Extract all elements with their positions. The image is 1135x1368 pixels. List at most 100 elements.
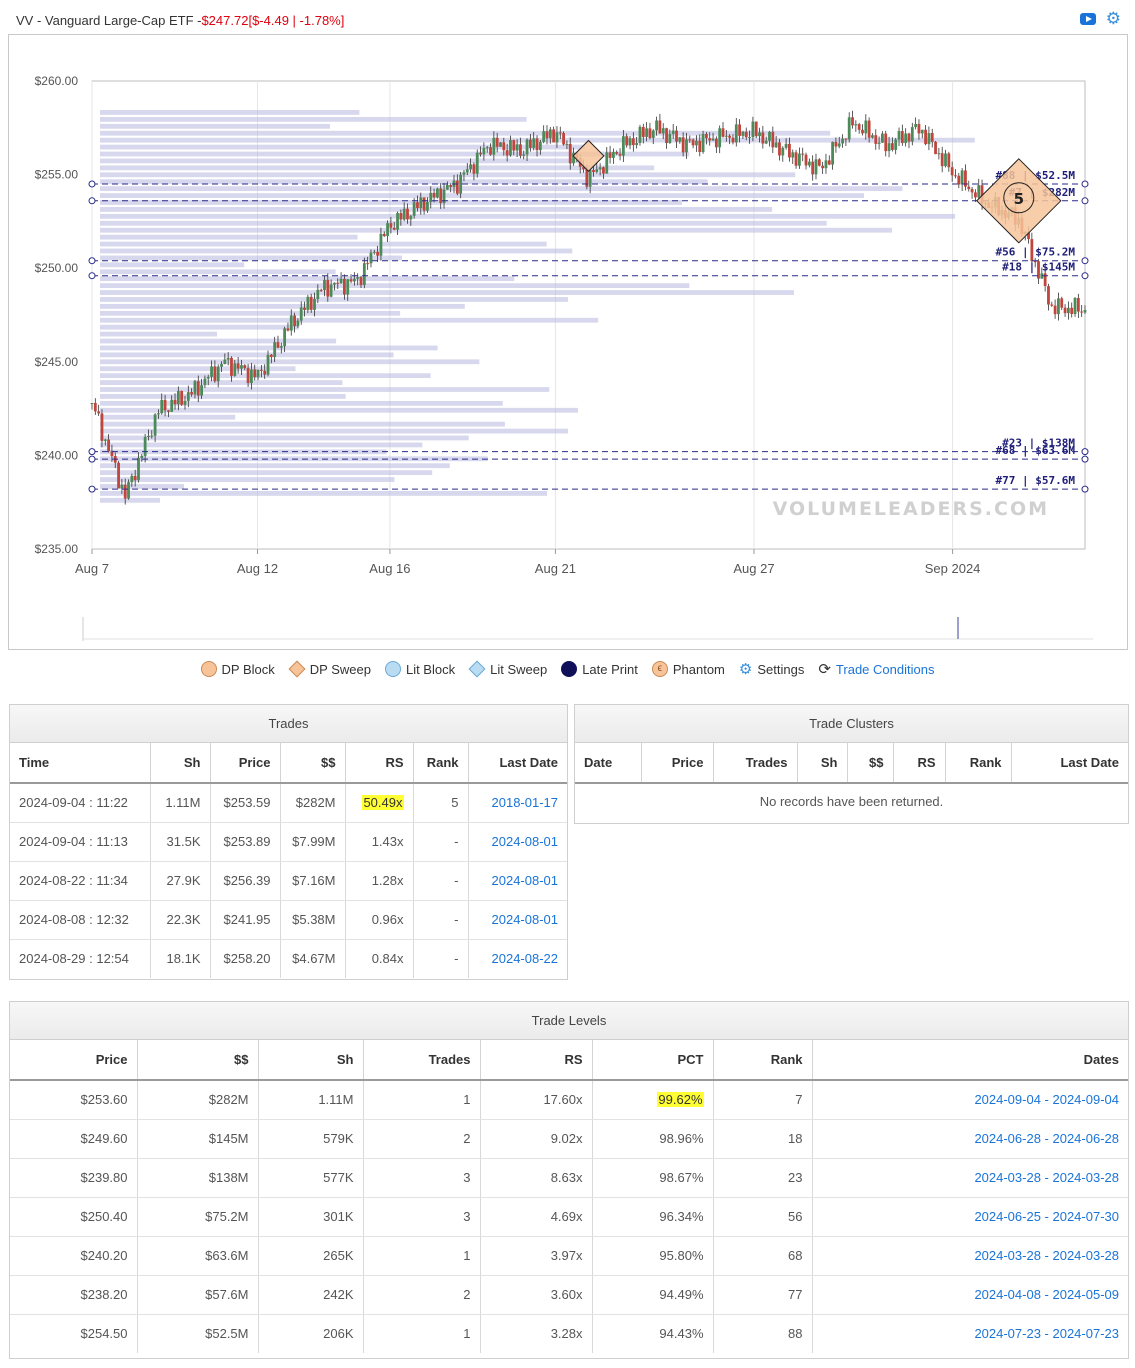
table-row[interactable]: 2024-08-08 : 12:32 22.3K $241.95 $5.38M 0.96… — [10, 900, 567, 940]
legend-phantom[interactable]: ϵ Phantom — [651, 661, 725, 677]
col-price[interactable]: Price — [10, 1040, 138, 1081]
col-rank[interactable]: Rank — [413, 743, 469, 784]
level-handle-left — [88, 448, 96, 456]
candle-body — [409, 215, 413, 220]
col-sh[interactable]: Sh — [150, 743, 211, 784]
cell-last-date-value[interactable]: 2024-08-01 — [491, 873, 559, 888]
table-row[interactable]: 2024-09-04 : 11:22 1.11M $253.59 $282M 50.49… — [10, 783, 567, 823]
col-last-date[interactable]: Last Date — [1011, 743, 1128, 784]
col-trades[interactable]: Trades — [363, 1040, 481, 1081]
legend-late-print-label: Late Print — [582, 661, 638, 677]
chart-canvas[interactable]: Aug 7 Aug 12 Aug 16 Aug 21 Aug 27 Sep 2024 $26… — [9, 35, 1127, 649]
candle-body — [1066, 307, 1070, 314]
table-row[interactable]: $253.60 $282M 1.11M 1 17.60x 99.62% 7 2024-09-0… — [10, 1080, 1128, 1120]
table-row[interactable]: $239.80 $138M 577K 3 8.63x 98.67% 23 2024-03-28… — [10, 1158, 1128, 1198]
legend-lit-block[interactable]: Lit Block — [384, 661, 455, 677]
candle-body — [525, 139, 529, 155]
col-dollars[interactable]: $$ — [137, 1040, 259, 1081]
table-row[interactable]: $250.40 $75.2M 301K 3 4.69x 96.34% 56 2024-06-2… — [10, 1197, 1128, 1237]
cell-last-date-value[interactable]: 2024-08-01 — [491, 834, 559, 849]
candle-body — [143, 437, 147, 456]
col-rs[interactable]: RS — [893, 743, 946, 784]
col-price[interactable]: Price — [210, 743, 281, 784]
candle-body — [1040, 273, 1044, 279]
table-row[interactable]: $249.60 $145M 579K 2 9.02x 98.96% 18 2024-06-28… — [10, 1119, 1128, 1159]
trades-title: Trades — [10, 705, 567, 743]
legend-trade-conditions-label[interactable]: Trade Conditions — [835, 661, 935, 677]
candle-body — [937, 153, 941, 155]
candle-body — [100, 413, 104, 441]
level-label: #56 | $75.2M — [996, 246, 1076, 259]
table-row[interactable]: 2024-09-04 : 11:13 31.5K $253.89 $7.99M 1.43… — [10, 822, 567, 862]
col-sh[interactable]: Sh — [258, 1040, 364, 1081]
cell-dates[interactable]: 2024-06-28 - 2024-06-28 — [812, 1119, 1128, 1159]
gear-icon[interactable]: ⚙ — [1105, 9, 1121, 28]
cell-dates[interactable]: 2024-03-28 - 2024-03-28 — [812, 1158, 1128, 1198]
col-pct[interactable]: PCT — [592, 1040, 714, 1081]
candle-body — [548, 129, 552, 139]
cell-dates-value[interactable]: 2024-03-28 - 2024-03-28 — [974, 1248, 1119, 1263]
cell-dates-value[interactable]: 2024-03-28 - 2024-03-28 — [974, 1170, 1119, 1185]
candle-body — [751, 121, 755, 138]
legend-dp-block[interactable]: DP Block — [200, 661, 275, 677]
cell-last-date-value[interactable]: 2018-01-17 — [491, 795, 559, 811]
cell-dates[interactable]: 2024-09-04 - 2024-09-04 — [812, 1080, 1128, 1120]
col-rank[interactable]: Rank — [945, 743, 1012, 784]
cell-sh: 27.9K — [150, 861, 211, 901]
cell-dates[interactable]: 2024-03-28 - 2024-03-28 — [812, 1236, 1128, 1276]
cell-time: 2024-08-29 : 12:54 — [10, 939, 151, 978]
legend-late-print[interactable]: Late Print — [561, 661, 638, 677]
col-trades[interactable]: Trades — [713, 743, 798, 784]
candle-body — [602, 167, 605, 174]
price-chart[interactable]: Aug 7 Aug 12 Aug 16 Aug 21 Aug 27 Sep 2024 $26… — [8, 34, 1128, 650]
levels-title: Trade Levels — [10, 1002, 1128, 1040]
col-sh[interactable]: Sh — [797, 743, 848, 784]
cell-rs-value: 50.49x — [362, 795, 404, 811]
cell-dates-value[interactable]: 2024-06-28 - 2024-06-28 — [974, 1131, 1119, 1146]
level-handle-left — [88, 455, 96, 463]
cell-last-date[interactable]: 2024-08-01 — [468, 900, 567, 940]
cell-dates-value[interactable]: 2024-06-25 - 2024-07-30 — [974, 1209, 1119, 1224]
cell-last-date[interactable]: 2024-08-01 — [468, 822, 567, 862]
table-row[interactable]: $254.50 $52.5M 206K 1 3.28x 94.43% 88 2024-07-2… — [10, 1314, 1128, 1353]
col-time[interactable]: Time — [10, 743, 151, 784]
col-dollars[interactable]: $$ — [280, 743, 346, 784]
candle-body — [598, 167, 602, 170]
legend-settings[interactable]: ⚙ Settings — [739, 660, 804, 678]
cell-last-date[interactable]: 2024-08-01 — [468, 861, 567, 901]
col-rs[interactable]: RS — [480, 1040, 593, 1081]
col-dollars[interactable]: $$ — [847, 743, 894, 784]
video-icon[interactable] — [1079, 13, 1096, 25]
candle-body — [515, 144, 519, 151]
legend-dp-block-label: DP Block — [221, 661, 275, 677]
legend-trade-conditions[interactable]: ⟳ Trade Conditions — [818, 660, 934, 678]
cell-dates-value[interactable]: 2024-04-08 - 2024-05-09 — [974, 1287, 1119, 1302]
col-rank[interactable]: Rank — [713, 1040, 813, 1081]
col-last-date[interactable]: Last Date — [468, 743, 567, 784]
legend-lit-sweep[interactable]: Lit Sweep — [468, 660, 547, 678]
cell-last-date[interactable]: 2024-08-22 — [468, 939, 567, 978]
legend-dp-sweep[interactable]: DP Sweep — [288, 660, 371, 678]
cell-dates-value[interactable]: 2024-07-23 - 2024-07-23 — [974, 1326, 1119, 1342]
table-row[interactable]: 2024-08-22 : 11:34 27.9K $256.39 $7.16M 1.28… — [10, 861, 567, 901]
cell-last-date-value[interactable]: 2024-08-01 — [491, 912, 559, 927]
col-rs[interactable]: RS — [345, 743, 414, 784]
y-tick-label: $260.00 — [35, 74, 79, 88]
table-row[interactable]: $238.20 $57.6M 242K 2 3.60x 94.49% 77 2024-04-0… — [10, 1275, 1128, 1315]
col-dates[interactable]: Dates — [812, 1040, 1128, 1081]
col-date[interactable]: Date — [575, 743, 642, 784]
candle-body — [276, 342, 280, 348]
table-row[interactable]: $240.20 $63.6M 265K 1 3.97x 95.80% 68 2024-03-2… — [10, 1236, 1128, 1276]
candle-body — [671, 130, 675, 135]
table-row[interactable]: 2024-08-29 : 12:54 18.1K $258.20 $4.67M 0.84… — [10, 939, 567, 978]
cell-dates[interactable]: 2024-07-23 - 2024-07-23 — [812, 1314, 1128, 1353]
cell-price: $239.80 — [10, 1158, 138, 1198]
cell-dates-value[interactable]: 2024-09-04 - 2024-09-04 — [974, 1092, 1119, 1108]
cell-dates[interactable]: 2024-04-08 - 2024-05-09 — [812, 1275, 1128, 1315]
candle-body — [588, 169, 592, 187]
cell-last-date-value[interactable]: 2024-08-22 — [491, 951, 559, 967]
cell-rank: 56 — [713, 1197, 813, 1237]
cell-dates[interactable]: 2024-06-25 - 2024-07-30 — [812, 1197, 1128, 1237]
col-price[interactable]: Price — [641, 743, 714, 784]
cell-last-date[interactable]: 2018-01-17 — [468, 783, 567, 823]
